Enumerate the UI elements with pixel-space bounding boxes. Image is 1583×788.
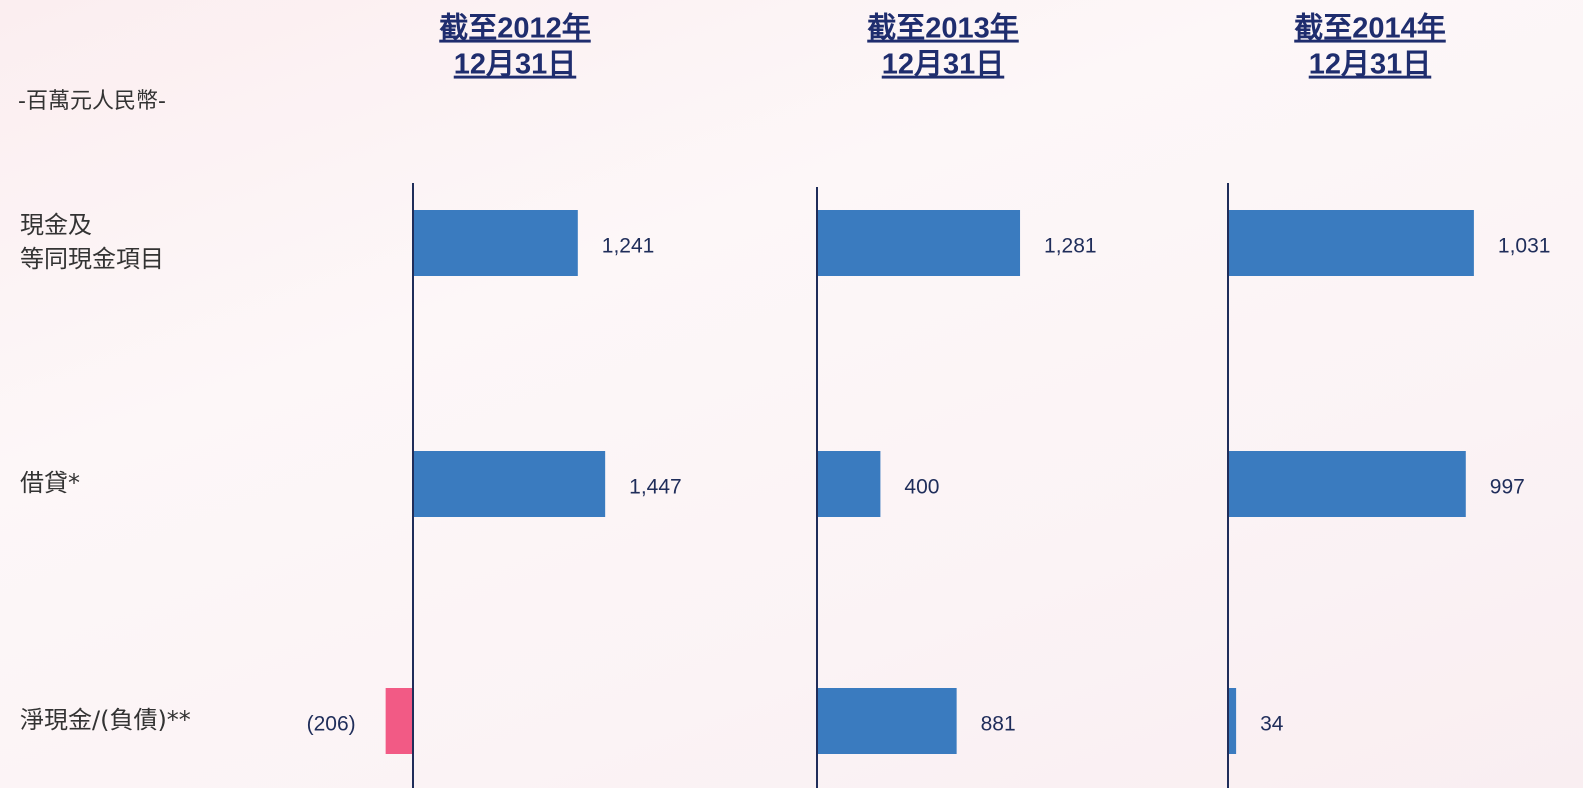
- bar: [817, 688, 957, 754]
- bar: [413, 210, 578, 276]
- row-label: 現金及: [20, 211, 92, 239]
- chart-title: 12月31日: [1309, 49, 1432, 81]
- bar: [385, 688, 413, 754]
- value-label: (206): [307, 713, 356, 736]
- chart-title: 截至2012年: [439, 11, 591, 45]
- bar: [817, 451, 881, 517]
- bar: [413, 451, 606, 517]
- bar: [817, 210, 1021, 276]
- value-label: 881: [981, 713, 1016, 736]
- bar: [1228, 210, 1474, 276]
- row-label: 等同現金項目: [20, 245, 164, 273]
- chart-title: 截至2014年: [1294, 11, 1446, 45]
- value-label: 34: [1260, 713, 1284, 736]
- chart-title: 截至2013年: [867, 11, 1019, 45]
- value-label: 997: [1490, 476, 1525, 499]
- bar: [1228, 688, 1237, 754]
- value-label: 1,447: [629, 476, 682, 499]
- chart-title: 12月31日: [454, 49, 577, 81]
- value-label: 1,281: [1044, 235, 1097, 258]
- unit-label: -百萬元人民幣-: [18, 89, 166, 114]
- row-label: 淨現金/(負債)**: [20, 706, 191, 734]
- value-label: 1,241: [602, 235, 655, 258]
- value-label: 1,031: [1498, 235, 1551, 258]
- row-label: 借貸*: [20, 469, 80, 497]
- chart-title: 12月31日: [882, 49, 1005, 81]
- value-label: 400: [904, 476, 939, 499]
- bar: [1228, 451, 1466, 517]
